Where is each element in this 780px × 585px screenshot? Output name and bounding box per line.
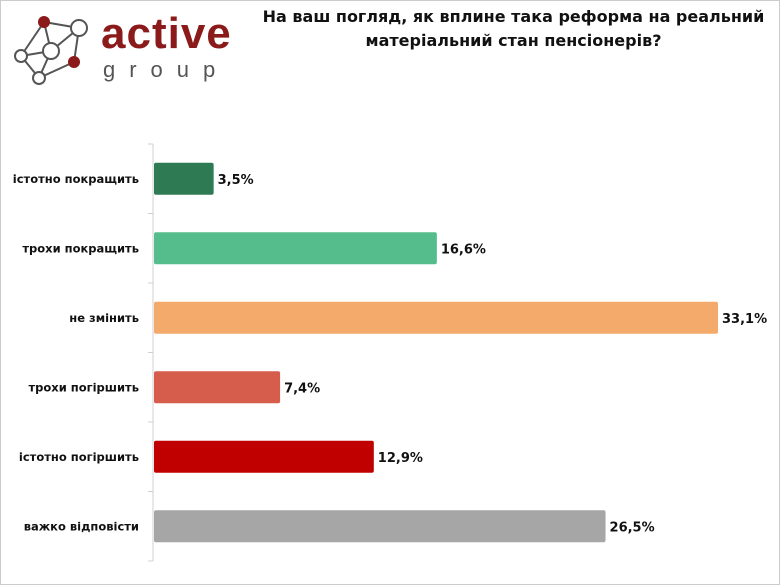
data-label: 26,5% [610,520,655,535]
category-label: трохи покращить [22,241,139,255]
category-label: трохи погіршить [28,380,139,394]
active-group-logo [9,11,99,90]
data-label: 33,1% [722,312,767,327]
bar [154,301,718,334]
bar [154,162,214,195]
bar [154,510,606,543]
category-label: не змінить [69,311,139,325]
chart-title: На ваш погляд, як вплине така реформа на… [262,7,765,50]
category-label: важко відповісти [24,519,139,533]
bar [154,232,437,265]
brand-name: active [101,9,232,58]
data-label: 7,4% [284,381,320,396]
bar [154,440,374,473]
category-label: істотно покращить [13,172,139,186]
category-label: істотно погіршить [19,450,139,464]
network-logo-icon [14,16,88,85]
brand-sub: group [103,57,230,82]
bar [154,371,281,404]
data-label: 3,5% [218,173,254,188]
data-label: 12,9% [378,451,423,466]
data-label: 16,6% [441,242,486,257]
